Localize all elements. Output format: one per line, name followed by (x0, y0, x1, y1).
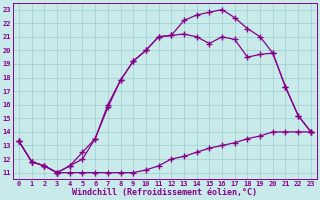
X-axis label: Windchill (Refroidissement éolien,°C): Windchill (Refroidissement éolien,°C) (72, 188, 258, 197)
